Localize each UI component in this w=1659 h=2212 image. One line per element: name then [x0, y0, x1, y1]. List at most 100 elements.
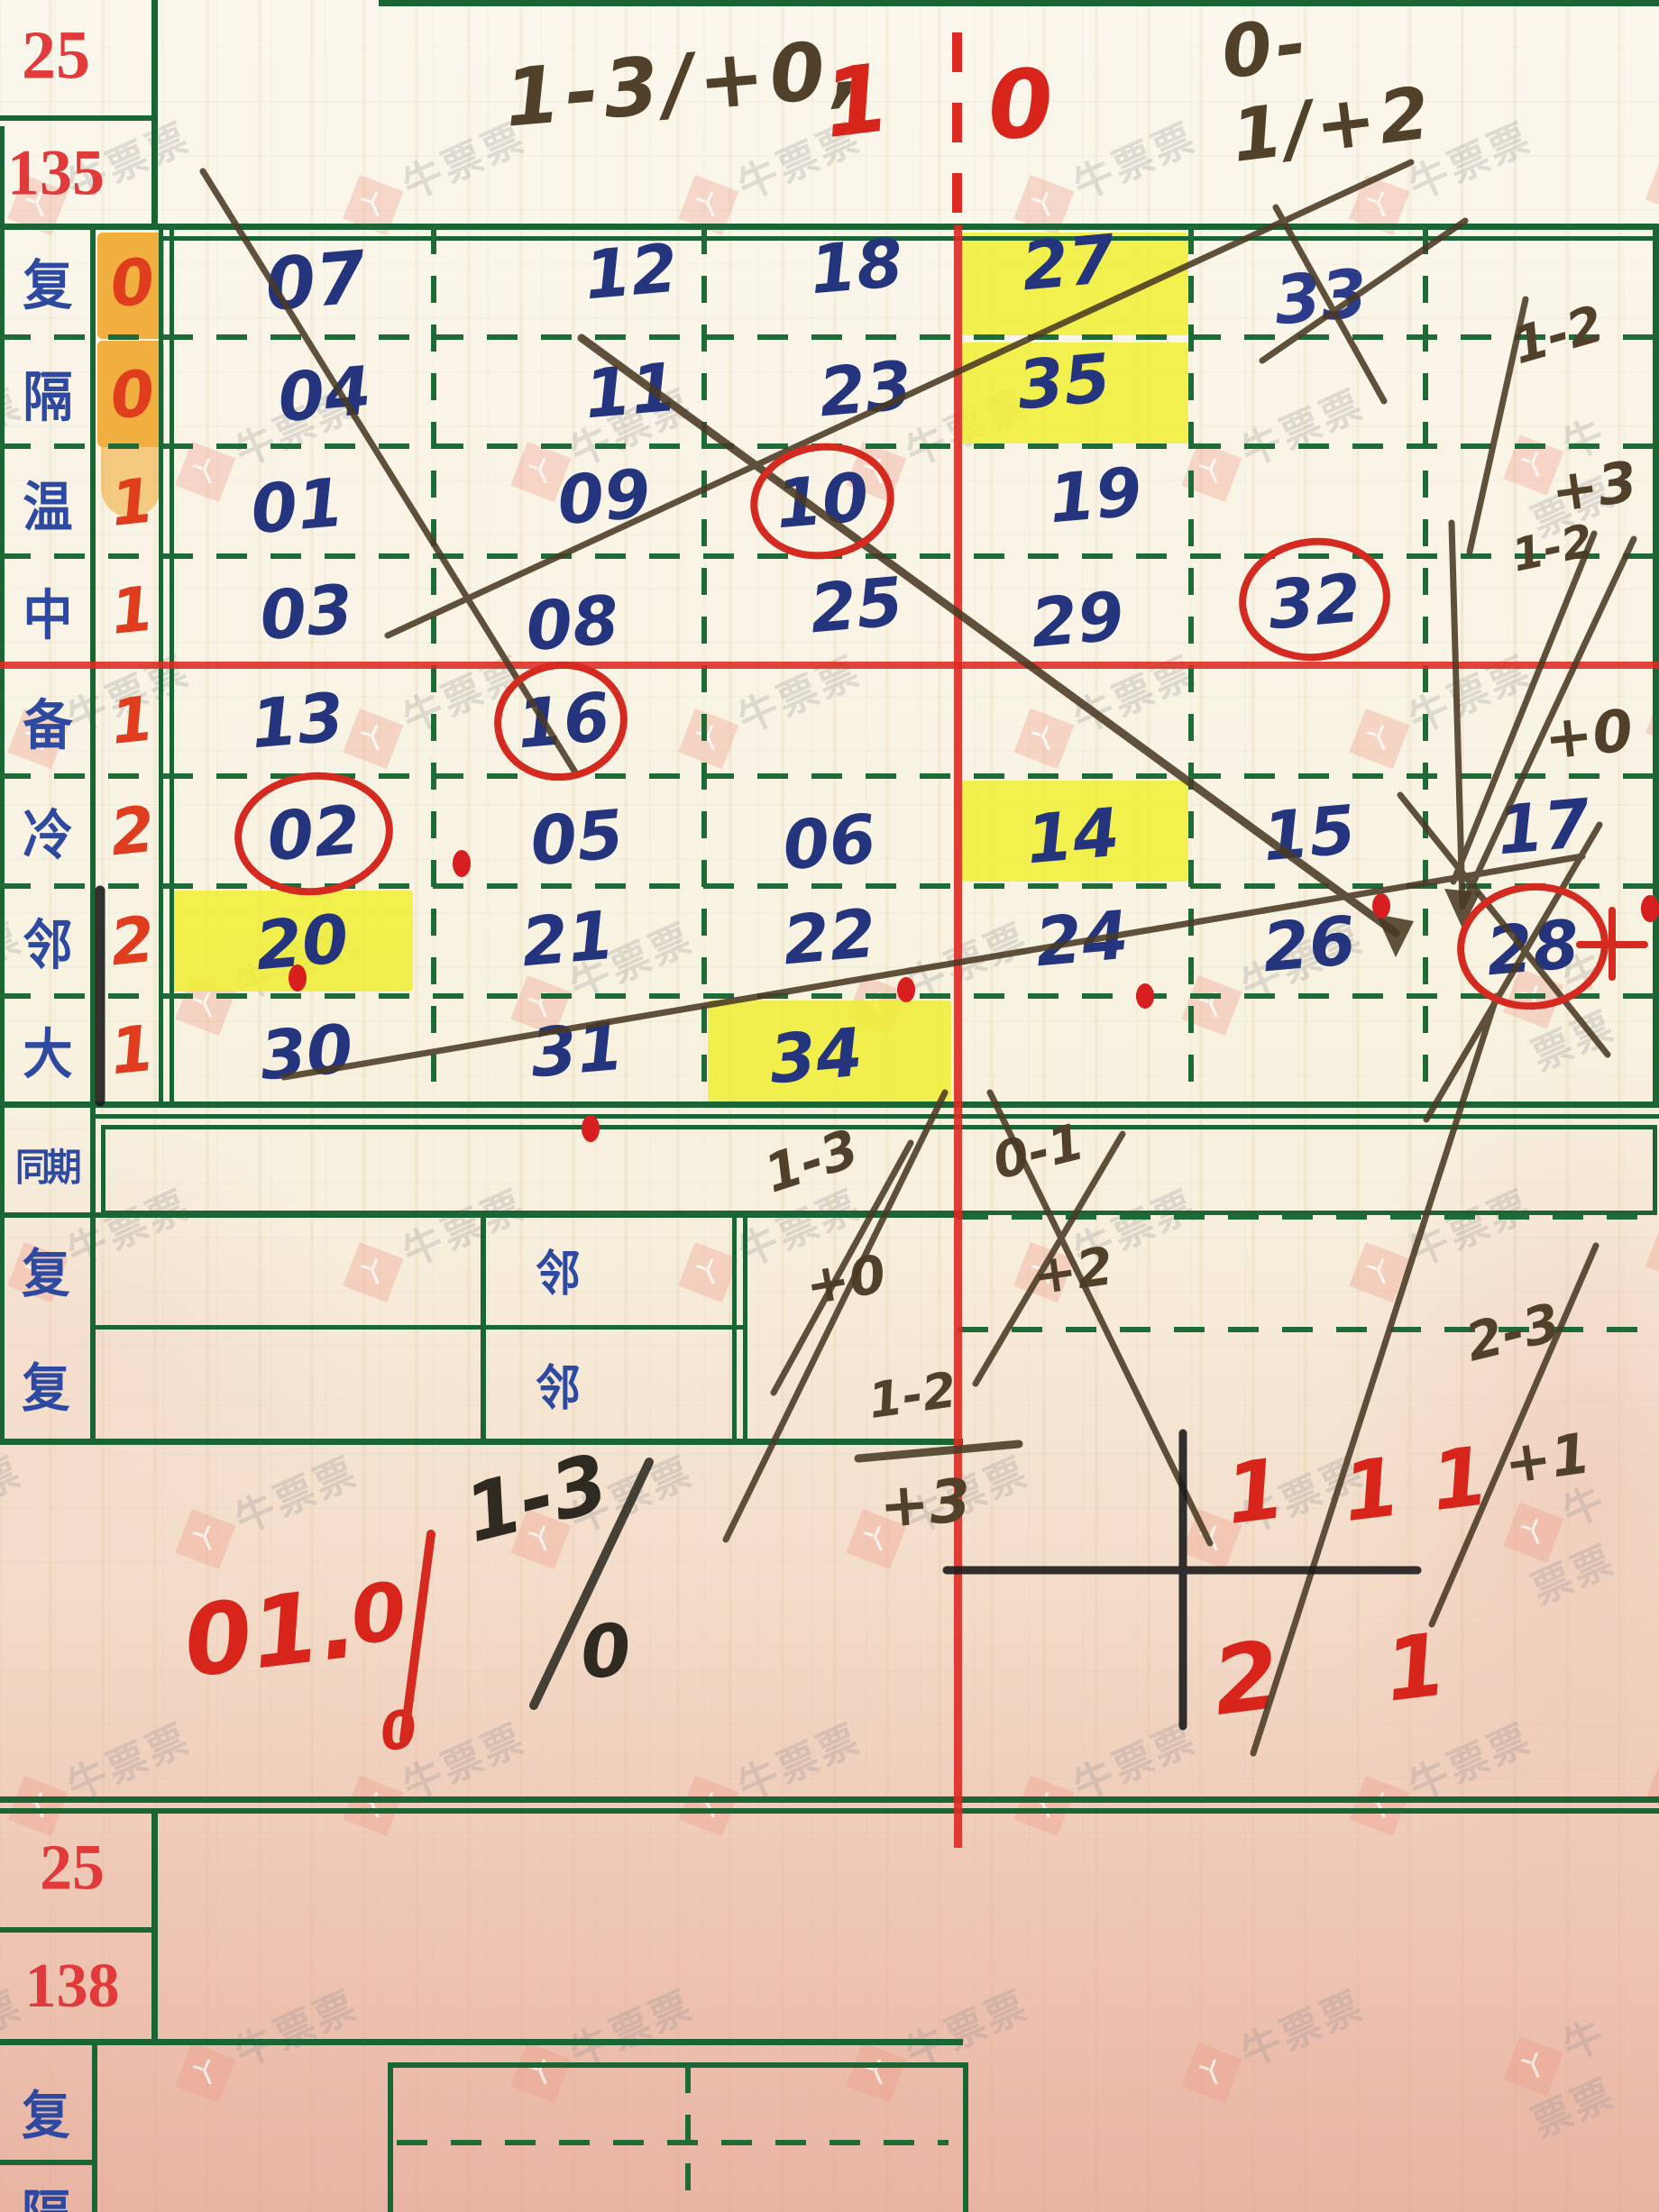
sheet-code-bottom: 25 [40, 1831, 105, 1904]
cell-number: 07 [261, 234, 370, 328]
cross-value-bl: 2 [1206, 1620, 1286, 1737]
cross-value-br: 1 [1379, 1613, 1452, 1722]
fu-row-top [0, 1212, 958, 1218]
watermark-text: 牛票票 [1067, 114, 1205, 210]
grid-bottom-border-2 [95, 1114, 1659, 1119]
cell-number: 04 [274, 352, 375, 438]
cell-number: 01 [247, 463, 348, 550]
watermark-tile: 丫牛票票 [1343, 638, 1540, 770]
cell-number: 15 [1259, 791, 1360, 877]
watermark-diamond-logo: 丫 [1645, 1222, 1659, 1284]
bottom-box-dash-h [397, 2140, 949, 2145]
margin-note-2-bot: +0 [1541, 698, 1636, 773]
watermark-diamond-logo: 丫 [1013, 708, 1075, 770]
bottom-box [388, 2062, 968, 2212]
row-sep-5 [0, 773, 1659, 779]
cell-number: 10 [772, 458, 873, 544]
watermark-diamond-logo: 丫 [175, 441, 236, 503]
bottom-box-dash-v [685, 2066, 691, 2210]
lin-box-left [481, 1212, 486, 1443]
header-red-left: 1 [817, 42, 896, 160]
bottom-section-border-1 [0, 1796, 1659, 1803]
row-label-1: 隔 [23, 366, 72, 430]
row-label-tongqi: 同期 [15, 1145, 82, 1190]
tally-0: 0 [106, 243, 159, 323]
watermark-diamond-logo: 丫 [343, 1775, 404, 1837]
highlight-orange-smudge [101, 447, 160, 517]
row-label-3: 中 [23, 584, 72, 648]
watermark-tile: 丫牛票票 [1176, 1972, 1372, 2104]
red-horizontal-line [0, 662, 1659, 669]
tally-5: 2 [106, 791, 159, 871]
red-vertical-line [954, 225, 962, 1848]
tally-2: 1 [107, 465, 158, 541]
watermark-diamond-logo: 丫 [343, 708, 404, 770]
watermark-tile: 丫牛票票 [170, 1972, 366, 2104]
sheet-code-top: 25 [22, 17, 90, 94]
tally-3: 1 [107, 573, 158, 649]
bottom-label-divider [0, 2160, 95, 2165]
row-sep-7 [0, 993, 1659, 999]
cell-number: 02 [263, 791, 364, 877]
red-note-head: 01. [178, 1567, 363, 1700]
watermark-diamond-logo: 丫 [1349, 1241, 1410, 1303]
cross-value-tl: 1 [1220, 1440, 1290, 1544]
row-label-bottom-b: 隔 [22, 2172, 69, 2212]
cell-number: 18 [806, 224, 907, 310]
watermark-diamond-logo: 丫 [1013, 1775, 1075, 1837]
cell-number: 08 [522, 580, 623, 667]
cell-number: 27 [1018, 220, 1119, 306]
watermark-text: 牛票票 [0, 1449, 31, 1544]
top-border [379, 0, 1659, 6]
cell-number: 16 [513, 678, 614, 764]
watermark-diamond-logo: 丫 [1503, 2035, 1564, 2097]
watermark-tile: 丫牛票票 [337, 105, 534, 236]
fu-row-mid [95, 1325, 746, 1330]
watermark-tile: 丫牛票票 [673, 1705, 869, 1837]
row-label-bottom-a: 复 [22, 2085, 69, 2146]
grid-bottom-border [0, 1101, 1659, 1108]
cell-number: 03 [256, 570, 357, 656]
row-sep-2 [0, 443, 1659, 449]
header-red-right: 0 [984, 47, 1058, 162]
watermark-text: 牛票票 [1234, 1982, 1372, 2078]
row-sep-1 [0, 334, 1659, 340]
header-cell-divider [0, 115, 153, 121]
watermark-diamond-logo: 丫 [7, 1775, 69, 1837]
margin-note-1-bot: +3 [1546, 448, 1642, 526]
row-label-fu-a: 复 [22, 1243, 69, 1304]
cell-number: 19 [1045, 452, 1146, 539]
cell-number: 20 [252, 900, 353, 986]
cell-number: 28 [1482, 905, 1583, 992]
lin-cell-a: 邻 [536, 1245, 581, 1303]
cell-number: 35 [1013, 339, 1114, 425]
grid-top-border-2 [160, 236, 1659, 241]
tally-4: 1 [107, 683, 158, 759]
watermark-diamond-logo: 丫 [678, 708, 739, 770]
cell-number: 25 [806, 562, 907, 649]
watermark-diamond-logo: 丫 [1349, 708, 1410, 770]
cell-number: 34 [765, 1013, 866, 1100]
bottom-wide-line [0, 2039, 963, 2045]
watermark-diamond-logo: 丫 [678, 1241, 739, 1303]
tally-7: 1 [106, 1010, 159, 1090]
cell-number: 12 [581, 229, 682, 315]
label-col-border [90, 227, 96, 1440]
watermark-text: 牛票票 [228, 1982, 366, 2078]
cell-number: 23 [815, 346, 916, 433]
mid-frac-right-bot: +2 [1029, 1235, 1117, 1307]
left-edge [0, 126, 5, 1442]
cell-number: 11 [581, 348, 682, 434]
watermark-tile: 丫牛票票 [1176, 371, 1372, 503]
row-label-5: 冷 [23, 804, 72, 868]
watermark-text: 牛票票 [228, 1449, 366, 1544]
cell-number: 26 [1259, 901, 1360, 988]
lin-box-right-2 [743, 1212, 747, 1443]
sheet-issue-top: 135 [7, 136, 105, 209]
row-label-4: 备 [23, 694, 72, 758]
watermark-text: 牛票票 [1525, 2010, 1624, 2148]
cell-number: 22 [779, 894, 880, 981]
